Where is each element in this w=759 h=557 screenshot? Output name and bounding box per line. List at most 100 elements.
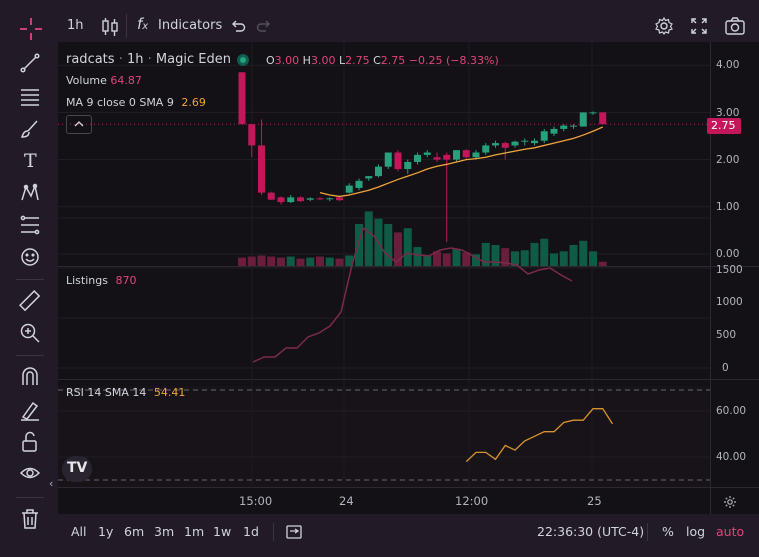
volume-bar [530,242,539,266]
candle-body [258,145,265,193]
range-1d-button[interactable]: 1d [243,524,259,539]
horizontal-lines-icon[interactable] [19,86,41,108]
auto-toggle[interactable]: auto [716,524,745,539]
volume-bar [569,245,578,266]
fib-icon[interactable] [19,214,41,236]
candle-body [238,72,246,125]
candle-body [453,150,460,160]
pattern-icon[interactable] [19,182,41,204]
volume-bar [511,251,519,266]
percent-toggle[interactable]: % [662,524,674,539]
range-1m-button[interactable]: 1m [184,524,205,539]
trash-icon[interactable] [19,508,41,530]
candle-body [511,141,519,146]
settings-gear-icon[interactable] [723,495,737,509]
indicators-button[interactable]: Indicators [158,18,223,33]
volume-bar [481,242,490,266]
ruler-icon[interactable] [19,290,41,312]
rsi-tick: 40.00 [716,451,747,463]
candle-body [375,166,382,177]
symbol-title[interactable]: radcats · 1h · Magic Eden [66,52,231,67]
rsi-legend[interactable]: RSI 14 SMA 14 54.41 [66,386,185,399]
volume-value: 64.87 [110,74,142,87]
candle-body [433,157,441,160]
log-toggle[interactable]: log [686,524,706,539]
volume-bar [598,261,607,266]
date-range-icon[interactable] [285,523,303,541]
toolbar-divider [16,497,44,498]
price-tick: 3.00 [716,107,740,119]
volume-bar [491,245,500,266]
fullscreen-icon[interactable] [690,17,708,35]
volume-bar [462,252,471,266]
bottom-toolbar [0,514,759,557]
volume-bar [247,256,256,266]
gear-icon[interactable] [654,16,674,36]
fx-icon[interactable]: fx [137,15,149,33]
last-price-value: 2.75 [711,119,736,132]
redo-icon[interactable] [256,18,272,34]
time-tick: 24 [339,494,354,508]
clock-display[interactable]: 22:36:30 (UTC-4) [537,524,645,539]
candle-body [443,154,451,160]
range-6m-button[interactable]: 6m [124,524,145,539]
undo-icon[interactable] [230,18,246,34]
chart-canvas[interactable] [58,42,759,514]
emoji-icon[interactable] [19,246,41,268]
volume-bar [267,256,276,266]
toolbar-divider [16,355,44,356]
volume-bar [413,247,422,266]
volume-bar [316,256,324,266]
lock-drawing-icon[interactable] [19,399,41,421]
candle-body [336,197,343,201]
listings-legend[interactable]: Listings 870 [66,274,136,287]
close-key: C [373,54,381,67]
camera-icon[interactable] [724,16,746,36]
pane-separator[interactable] [58,379,759,380]
candle-body [394,152,402,170]
listings-tick: 1500 [716,264,743,276]
unlock-icon[interactable] [19,431,41,453]
market-status-dot [237,54,249,66]
toolbar-divider [16,279,44,280]
tradingview-logo[interactable]: TV [62,456,92,482]
text-tool-icon[interactable]: T [24,150,37,172]
ma-value: 2.69 [181,96,206,109]
volume-bar [540,238,549,266]
eye-icon[interactable] [19,462,41,484]
ma-line [319,126,604,198]
candle-body [560,125,568,129]
price-tick: 2.00 [716,154,740,166]
range-all-button[interactable]: All [71,524,87,539]
low-value: 2.75 [345,54,370,67]
ma-legend[interactable]: MA 9 close 0 SMA 9 2.69 [66,96,206,109]
range-1y-button[interactable]: 1y [98,524,114,539]
collapse-toolbar-icon[interactable]: ‹ [49,477,54,490]
candle-body [531,140,538,144]
volume-bar [433,251,441,266]
drawing-toolbar [0,0,58,557]
volume-legend[interactable]: Volume 64.87 [66,74,142,87]
brush-icon[interactable] [19,118,41,140]
volume-bar [550,253,558,266]
trend-line-icon[interactable] [19,52,41,74]
candle-body [248,124,256,146]
ohlc-values: O3.00 H3.00 L2.75 C2.75 −0.25 (−8.33%) [266,54,499,67]
candle-body [365,176,373,179]
candle-body [482,145,490,153]
crosshair-icon[interactable] [18,16,44,42]
range-3m-button[interactable]: 3m [154,524,175,539]
price-tick: 0.00 [716,248,740,260]
magnet-icon[interactable] [19,366,41,388]
interval-button[interactable]: 1h [67,18,84,33]
collapse-legend-button[interactable] [66,115,92,134]
low-key: L [338,54,346,67]
candle-body [423,152,431,155]
candle-body [550,128,558,134]
volume-bar [579,240,588,266]
candles-icon[interactable] [100,16,120,38]
zoom-in-icon[interactable] [19,322,41,344]
last-price-badge: 2.75 [707,118,741,134]
pane-separator[interactable] [58,266,759,267]
range-1w-button[interactable]: 1w [213,524,232,539]
